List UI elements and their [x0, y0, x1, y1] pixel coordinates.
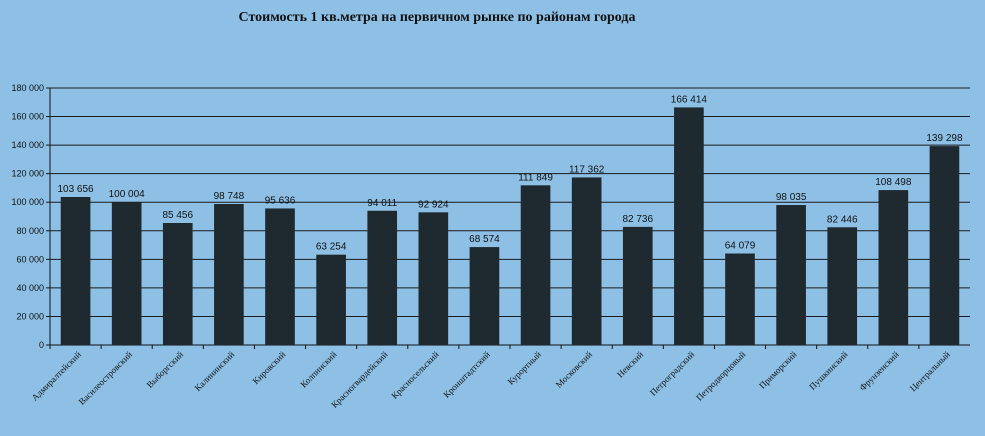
x-tick-label: Красногвардейский	[329, 349, 390, 410]
data-label: 139 298	[926, 133, 963, 144]
bar	[725, 253, 755, 345]
bar	[265, 208, 295, 345]
x-tick-label: Московский	[554, 349, 595, 390]
data-label: 166 414	[671, 94, 708, 105]
data-label: 68 574	[469, 234, 500, 245]
data-label: 82 446	[827, 214, 858, 225]
bar	[520, 185, 551, 345]
data-label: 98 035	[776, 192, 807, 203]
y-tick-label: 0	[39, 340, 44, 350]
data-label: 82 736	[622, 214, 653, 225]
bar	[469, 247, 500, 345]
data-label: 85 456	[162, 210, 193, 221]
data-label: 64 079	[725, 241, 756, 252]
x-tick-label: Красносельский	[389, 349, 441, 401]
y-tick-label: 140 000	[11, 140, 44, 150]
y-tick-label: 100 000	[11, 197, 44, 207]
data-label: 63 254	[316, 242, 347, 253]
x-tick-label: Василеостровский	[77, 349, 135, 407]
x-tick-label: Калининский	[193, 349, 237, 393]
bar	[60, 197, 91, 345]
data-label: 111 849	[518, 172, 553, 183]
x-tick-label: Адмиралтейский	[30, 349, 83, 402]
x-tick-label: Невский	[615, 349, 645, 379]
x-tick-label: Приморский	[757, 349, 799, 391]
x-tick-label: Петроградский	[648, 349, 696, 397]
x-tick-label: Выборгский	[145, 349, 186, 390]
y-tick-label: 40 000	[16, 283, 44, 293]
y-tick-label: 60 000	[16, 254, 44, 264]
bar	[316, 254, 346, 345]
x-tick-label: Кронштадтский	[441, 349, 492, 400]
data-label: 108 498	[875, 177, 912, 188]
data-label: 98 748	[214, 191, 245, 202]
x-tick-label: Курортный	[506, 349, 543, 386]
bar	[162, 222, 193, 345]
bar	[571, 177, 602, 345]
bar	[111, 202, 142, 345]
bar	[776, 205, 806, 345]
chart-title: Стоимость 1 кв.метра на первичном рынке …	[238, 10, 636, 25]
bar	[214, 204, 244, 345]
data-label: 95 636	[265, 195, 296, 206]
bar	[878, 190, 909, 345]
data-label: 100 004	[109, 189, 146, 200]
data-label: 94 011	[367, 198, 397, 209]
x-tick-label: Центральный	[908, 349, 952, 393]
x-tick-label: Пушкинский	[807, 349, 850, 392]
y-tick-label: 160 000	[11, 112, 44, 122]
data-label: 103 656	[57, 184, 94, 195]
x-tick-label: Колпинский	[298, 349, 338, 389]
x-tick-label: Кировский	[251, 349, 288, 386]
data-label: 92 924	[418, 199, 449, 210]
data-label: 117 362	[569, 164, 605, 175]
bar	[622, 226, 653, 345]
y-tick-label: 20 000	[16, 311, 44, 321]
x-tick-label: Фрунзенский	[857, 349, 900, 392]
x-tick-label: Петродворцовый	[694, 349, 747, 402]
y-tick-label: 80 000	[16, 226, 44, 236]
bar	[674, 107, 704, 345]
bar	[418, 212, 449, 345]
bar	[367, 210, 398, 345]
y-tick-label: 180 000	[11, 83, 44, 93]
bar	[929, 146, 960, 345]
bar	[827, 227, 858, 345]
y-tick-label: 120 000	[11, 169, 44, 179]
